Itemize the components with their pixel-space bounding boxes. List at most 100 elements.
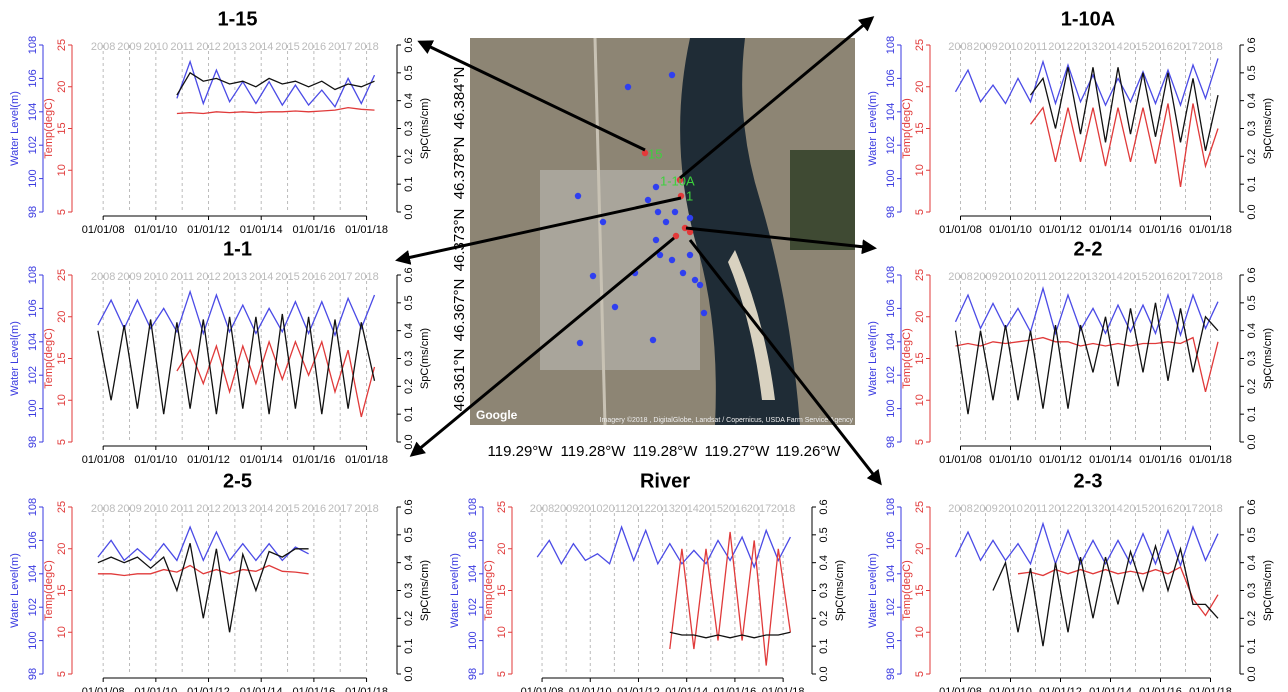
y-tick-label: 0.0 (403, 204, 415, 219)
x-tick-label: 01/01/14 (240, 686, 283, 692)
year-label: 2009 (117, 503, 141, 515)
y-tick-label: 15 (914, 584, 926, 596)
axis-label: Temp(degC) (901, 98, 913, 159)
y-tick-label: 0.5 (818, 527, 830, 542)
year-label: 2018 (354, 271, 378, 283)
y-tick-label: 0.3 (403, 351, 415, 366)
series-line (1029, 103, 1219, 187)
series-line (954, 521, 1219, 568)
year-label: 2008 (948, 41, 972, 53)
y-tick-label: 25 (914, 269, 926, 281)
series-line (1017, 566, 1219, 617)
chart-title: 1-15 (217, 8, 257, 30)
series-line (176, 339, 376, 418)
y-tick-label: 10 (496, 626, 508, 638)
lat-label: 46.384°N (451, 67, 468, 130)
y-tick-label: 0.1 (818, 639, 830, 654)
year-label: 2008 (91, 41, 115, 53)
x-tick-label: 01/01/10 (134, 224, 177, 236)
axis-label: Water Level(m) (867, 553, 879, 628)
x-tick-label: 01/01/12 (1039, 224, 1082, 236)
series-line (955, 336, 1219, 393)
lon-labels: 119.29°W 119.28°W 119.28°W 119.27°W 119.… (488, 443, 842, 460)
y-tick-label: 25 (56, 39, 68, 51)
chart-title: 2-2 (1074, 238, 1103, 260)
y-tick-label: 5 (914, 671, 926, 677)
year-label: 2011 (1024, 503, 1048, 515)
y-tick-label: 106 (27, 69, 39, 87)
y-tick-label: 10 (56, 626, 68, 638)
y-tick-label: 106 (885, 69, 897, 87)
year-label: 2018 (1198, 41, 1222, 53)
y-tick-label: 20 (56, 311, 68, 323)
y-tick-label: 104 (27, 333, 39, 351)
y-tick-label: 0.4 (1246, 93, 1258, 108)
y-tick-label: 0.4 (1246, 555, 1258, 570)
y-tick-label: 0.0 (403, 434, 415, 449)
year-label: 2015 (275, 41, 299, 53)
year-label: 2010 (144, 41, 168, 53)
x-tick-label: 01/01/14 (665, 686, 708, 692)
y-tick-label: 102 (27, 598, 39, 616)
y-tick-label: 0.5 (403, 65, 415, 80)
x-tick-label: 01/01/18 (345, 686, 388, 692)
year-label: 2012 (196, 41, 220, 53)
y-tick-label: 104 (885, 103, 897, 121)
y-tick-label: 25 (56, 501, 68, 513)
axis-label: SpC(ms/cm) (1262, 560, 1274, 621)
x-tick-label: 01/01/08 (82, 224, 125, 236)
y-tick-label: 0.6 (403, 499, 415, 514)
x-tick-label: 01/01/08 (939, 224, 982, 236)
axis-label: Temp(degC) (43, 328, 55, 389)
y-tick-label: 0.4 (403, 555, 415, 570)
y-tick-label: 0.5 (403, 295, 415, 310)
series-line (176, 106, 375, 115)
year-label: 2018 (354, 41, 378, 53)
y-tick-label: 0.0 (1246, 666, 1258, 681)
year-label: 2017 (1173, 503, 1197, 515)
axis-label: SpC(ms/cm) (419, 98, 431, 159)
y-tick-label: 5 (496, 671, 508, 677)
x-tick-label: 01/01/14 (1089, 224, 1132, 236)
x-tick-label: 01/01/16 (1139, 454, 1182, 466)
year-label: 2013 (1073, 503, 1097, 515)
map-logo: Google (476, 408, 518, 422)
x-tick-label: 01/01/14 (1089, 686, 1132, 692)
y-tick-label: 0.3 (1246, 351, 1258, 366)
y-tick-label: 0.0 (403, 666, 415, 681)
lat-label: 46.361°N (451, 349, 468, 412)
series-line (97, 543, 309, 633)
y-tick-label: 15 (914, 122, 926, 134)
y-tick-label: 104 (27, 103, 39, 121)
x-tick-label: 01/01/16 (713, 686, 756, 692)
axis-label: SpC(ms/cm) (1262, 328, 1274, 389)
axis-label: SpC(ms/cm) (834, 560, 846, 621)
y-tick-label: 104 (27, 565, 39, 583)
year-label: 2013 (223, 271, 247, 283)
year-label: 2008 (91, 503, 115, 515)
year-label: 2018 (354, 503, 378, 515)
y-tick-label: 5 (56, 671, 68, 677)
y-tick-label: 0.1 (403, 407, 415, 422)
x-tick-label: 01/01/18 (1189, 454, 1232, 466)
year-label: 2009 (973, 503, 997, 515)
y-tick-label: 5 (56, 209, 68, 215)
lat-label: 46.378°N (451, 137, 468, 200)
year-label: 2009 (554, 503, 578, 515)
year-label: 2011 (170, 271, 194, 283)
x-tick-label: 01/01/12 (617, 686, 660, 692)
y-tick-label: 98 (885, 436, 897, 448)
series-line (992, 543, 1219, 647)
y-tick-label: 106 (27, 299, 39, 317)
y-tick-label: 102 (885, 136, 897, 154)
y-tick-label: 0.6 (1246, 37, 1258, 52)
y-tick-label: 108 (885, 266, 897, 284)
chart-title: River (640, 470, 690, 492)
y-tick-label: 0.4 (818, 555, 830, 570)
y-tick-label: 0.1 (1246, 177, 1258, 192)
y-tick-label: 0.1 (1246, 407, 1258, 422)
year-label: 2014 (249, 41, 273, 53)
x-tick-label: 01/01/10 (989, 686, 1032, 692)
y-tick-label: 100 (885, 631, 897, 649)
